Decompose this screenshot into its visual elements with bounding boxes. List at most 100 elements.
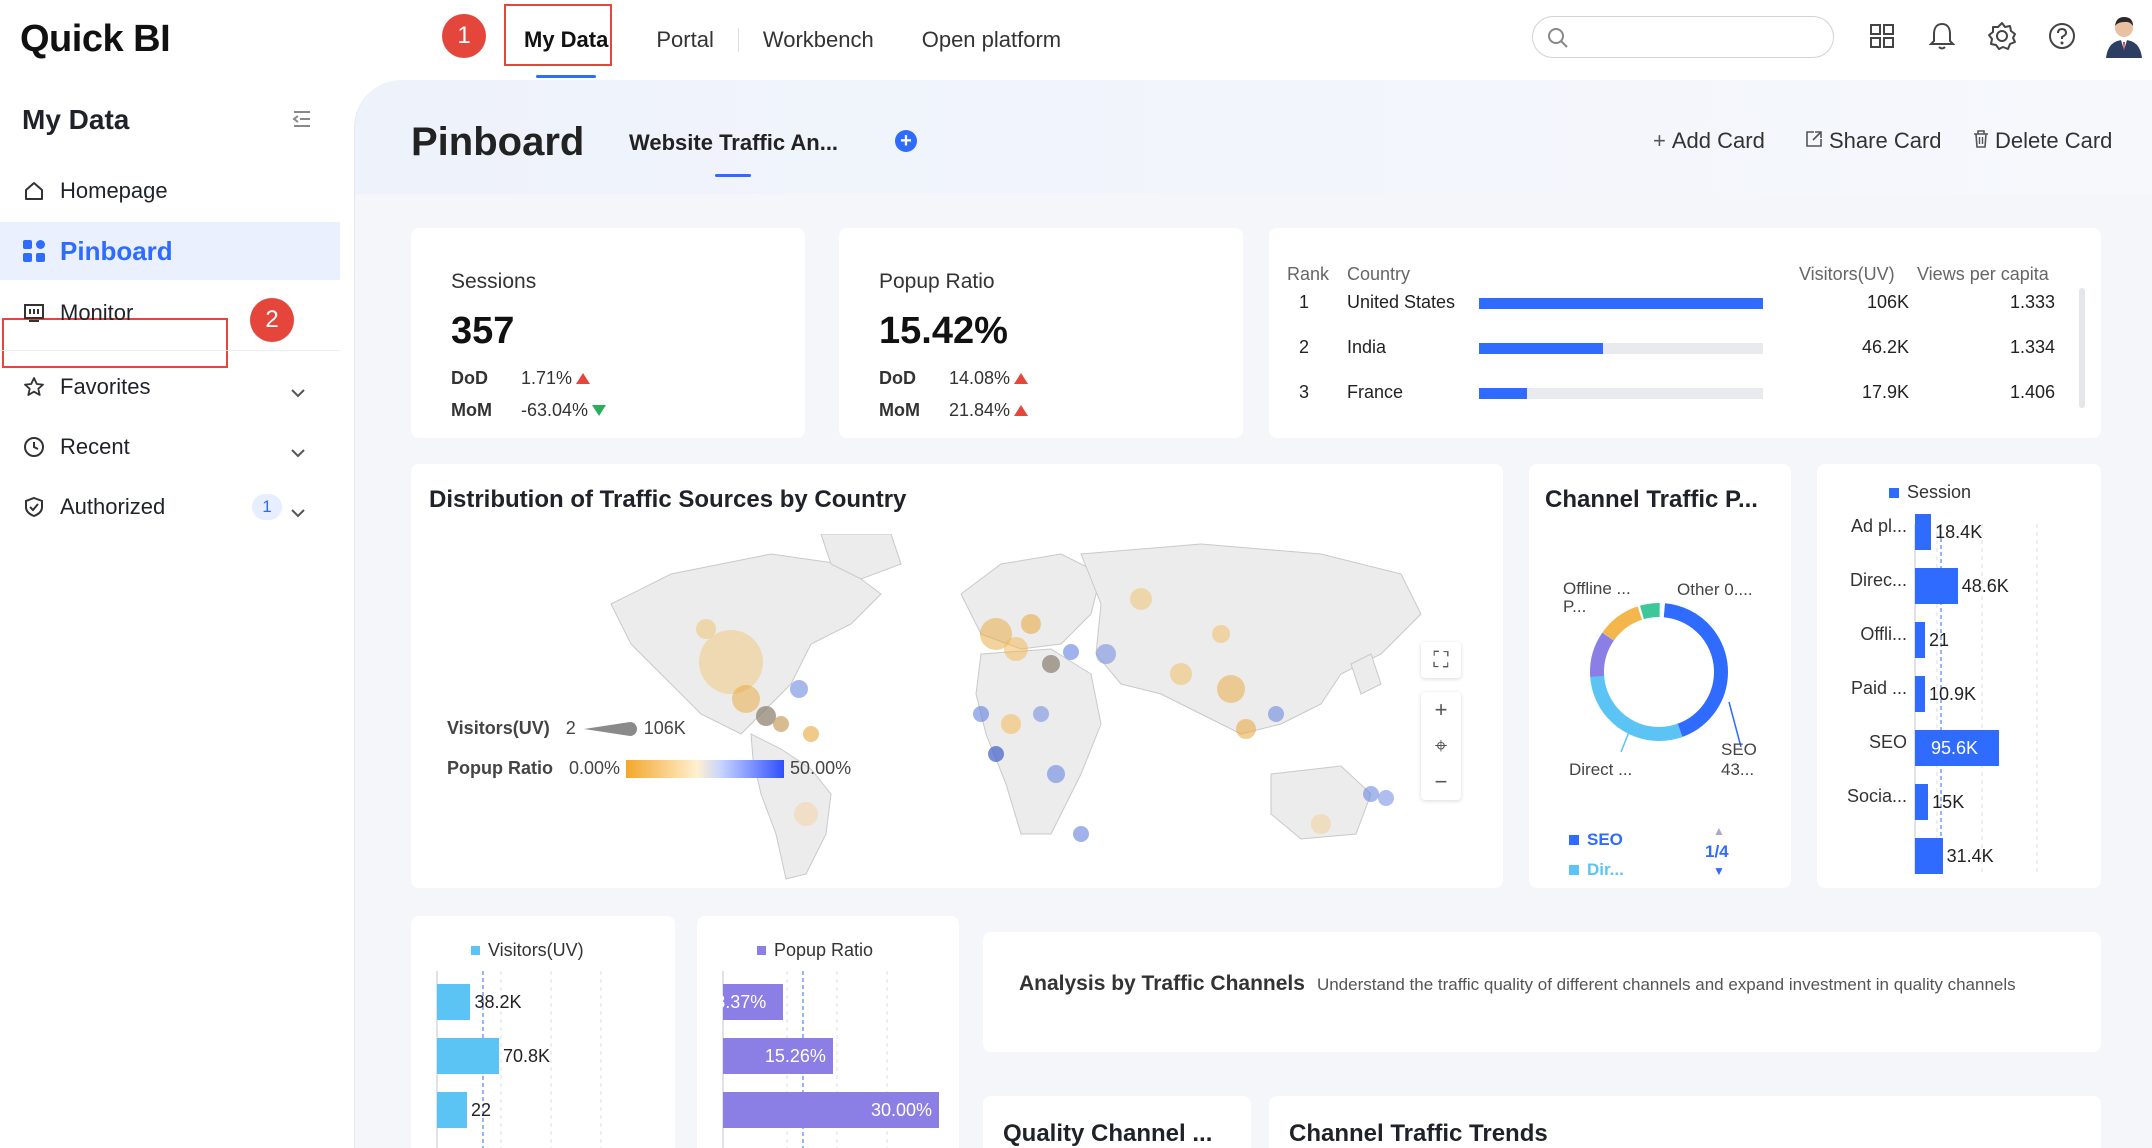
traffic-map-card[interactable]: Distribution of Traffic Sources by Count… — [411, 464, 1503, 888]
visitors-value: 46.2K — [1861, 337, 1909, 357]
bell-icon[interactable] — [1924, 18, 1960, 54]
share-card-label: Share Card — [1829, 128, 1942, 153]
bar[interactable] — [437, 1092, 467, 1128]
dod-value: 14.08% — [949, 368, 1011, 388]
rank-number: 2 — [1299, 337, 1310, 357]
legend-page-down-icon[interactable]: ▼ — [1713, 864, 1725, 878]
add-card-button[interactable]: + Add Card — [1653, 128, 1765, 154]
apps-grid-icon[interactable] — [1864, 18, 1900, 54]
session-bar-card[interactable]: Session Ad pl... 18.4K Direc... 48.6K Offli.… — [1817, 464, 2101, 888]
plus-icon: + — [1653, 128, 1666, 153]
legend-pager: 1/4 — [1705, 842, 1729, 861]
tab-website-traffic[interactable]: Website Traffic An... — [629, 130, 839, 155]
kpi-mom-row: MoM -63.04% — [451, 400, 607, 421]
nav-my-data[interactable]: My Data — [500, 0, 632, 80]
color-gradient-bar — [626, 759, 785, 778]
mom-label: MoM — [451, 400, 492, 420]
chevron-down-icon[interactable] — [290, 498, 306, 524]
views-value: 1.333 — [2009, 292, 2055, 312]
main-content: Pinboard Website Traffic An... + + Add Ca… — [354, 80, 2152, 1148]
scrollbar[interactable] — [2079, 288, 2085, 408]
bar[interactable] — [1915, 784, 1929, 820]
donut-label-seo: SEO 43... — [1721, 740, 1757, 779]
channel-donut-chart[interactable] — [1569, 582, 1749, 762]
quality-channel-card[interactable]: Quality Channel ... — [983, 1096, 1251, 1148]
legend-label: Session — [1907, 482, 1972, 502]
search-input[interactable] — [1532, 16, 1834, 58]
bar[interactable] — [437, 984, 471, 1020]
legend-item-seo[interactable]: SEO — [1569, 830, 1623, 850]
bar-category-label: Ad pl... — [1850, 516, 1907, 536]
bar[interactable] — [1915, 514, 1932, 550]
sidebar-item-homepage[interactable]: Homepage — [0, 162, 340, 220]
page-title: Pinboard — [411, 120, 585, 164]
locate-icon[interactable]: ⌖ — [1434, 733, 1448, 758]
add-tab-icon[interactable]: + — [895, 130, 917, 152]
sidebar-item-label: Favorites — [60, 374, 151, 399]
fullscreen-icon[interactable]: ⛶ — [1433, 647, 1449, 672]
bar[interactable] — [723, 984, 784, 1020]
bar-value-label: 30.00% — [871, 1100, 933, 1120]
bar[interactable] — [1915, 568, 1958, 604]
popup-bar-card[interactable]: Popup Ratio 8.37% 15.26% 30.00% — [697, 916, 959, 1148]
pinboard-header: Pinboard Website Traffic An... + + Add Ca… — [355, 80, 2152, 194]
share-card-button[interactable]: Share Card — [1805, 128, 1942, 154]
kpi-card-sessions[interactable]: Sessions 357 DoD 1.71% MoM -63.04% — [411, 228, 805, 438]
quick-bi-logo[interactable]: Quick BI — [20, 18, 171, 60]
kpi-card-popup-ratio[interactable]: Popup Ratio 15.42% DoD 14.08% MoM 21.84% — [839, 228, 1243, 438]
country-ranking-card[interactable]: Rank Country Visitors(UV) Views per capi… — [1269, 228, 2101, 438]
visitors-bar-card[interactable]: Visitors(UV) 38.2K 70.8K 22 — [411, 916, 675, 1148]
zoom-in-icon[interactable]: + — [1434, 697, 1448, 722]
world-map[interactable] — [581, 534, 1441, 882]
share-icon — [1805, 128, 1823, 154]
chevron-down-icon[interactable] — [290, 378, 306, 404]
sidebar-item-monitor[interactable]: Monitor — [0, 284, 340, 342]
donut-label-other: Other 0.... — [1677, 580, 1753, 599]
map-fullscreen-control[interactable]: ⛶ — [1421, 642, 1461, 678]
sidebar-item-recent[interactable]: Recent — [0, 418, 340, 476]
visitors-header: Visitors(UV) — [1799, 264, 1895, 284]
bar[interactable] — [1915, 730, 1999, 766]
sidebar-item-authorized[interactable]: Authorized 1 — [0, 478, 340, 536]
sidebar-item-favorites[interactable]: Favorites — [0, 358, 340, 416]
nav-open-platform[interactable]: Open platform — [921, 27, 1062, 52]
legend-swatch — [1889, 487, 1899, 498]
dod-value: 1.71% — [521, 368, 573, 388]
step-1-marker: 1 — [442, 14, 486, 58]
down-arrow-icon — [592, 405, 607, 416]
country-name: France — [1347, 382, 1404, 402]
nav-portal[interactable]: Portal — [656, 27, 714, 52]
channel-trends-card[interactable]: Channel Traffic Trends — [1269, 1096, 2101, 1148]
gear-icon[interactable] — [1984, 18, 2020, 54]
bar-value-label: 38.2K — [474, 992, 522, 1012]
bar[interactable] — [723, 1038, 833, 1074]
bar[interactable] — [1915, 622, 1925, 658]
bar[interactable] — [1915, 676, 1925, 712]
delete-card-button[interactable]: Delete Card — [1973, 128, 2112, 154]
chevron-down-icon[interactable] — [290, 438, 306, 464]
size-legend: Visitors(UV) 2 106K — [447, 718, 686, 739]
map-zoom-controls[interactable]: + ⌖ − — [1421, 692, 1461, 800]
bar-value-label: 31.4K — [1946, 846, 1994, 866]
nav-workbench[interactable]: Workbench — [762, 27, 874, 52]
rank-header: Rank — [1287, 264, 1330, 284]
kpi-label: Sessions — [451, 270, 537, 293]
grid-icon — [22, 239, 46, 263]
legend-page-up-icon[interactable]: ▲ — [1713, 824, 1725, 838]
legend-item-direct[interactable]: Dir... — [1569, 860, 1624, 880]
channel-traffic-card[interactable]: Channel Traffic P... Offline ... P... Ot… — [1529, 464, 1791, 888]
bar-value-label: 48.6K — [1961, 576, 2009, 596]
bar[interactable] — [723, 1092, 939, 1128]
bar[interactable] — [1915, 838, 1943, 874]
sidebar-item-pinboard[interactable]: Pinboard — [0, 222, 340, 280]
bar[interactable] — [437, 1038, 499, 1074]
help-icon[interactable] — [2044, 18, 2080, 54]
collapse-sidebar-icon[interactable] — [292, 110, 312, 133]
zoom-out-icon[interactable]: − — [1434, 769, 1448, 794]
user-avatar[interactable] — [2104, 14, 2144, 58]
kpi-label: Popup Ratio — [879, 270, 995, 293]
analysis-banner: Analysis by Traffic Channels Understand … — [983, 932, 2101, 1052]
legend-label: Dir... — [1587, 860, 1624, 879]
shield-icon — [22, 495, 46, 519]
top-nav: My Data Portal Workbench Open platform — [500, 0, 1085, 80]
